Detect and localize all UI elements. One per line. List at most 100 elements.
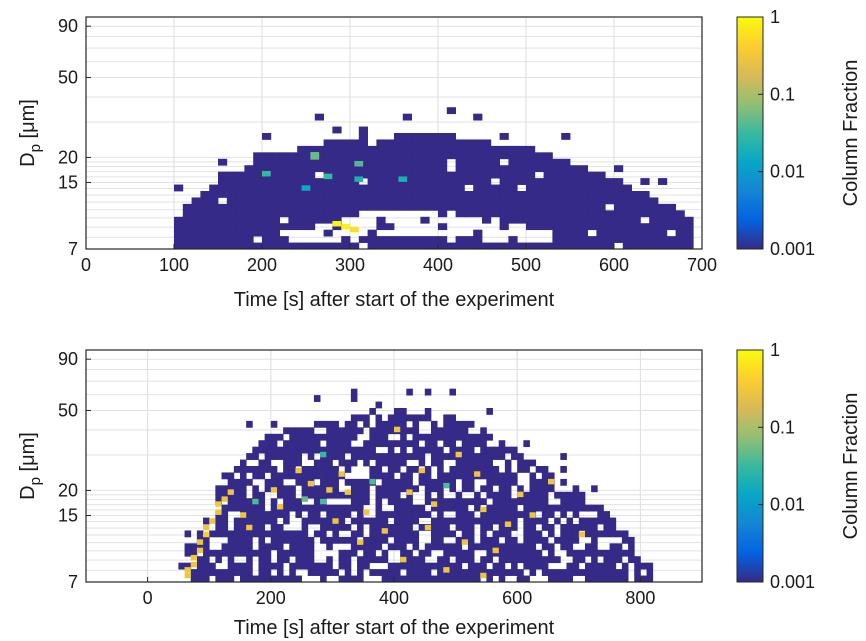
heatmap-cell-bottom [400, 420, 407, 428]
heatmap-cell-top [376, 152, 386, 160]
heatmap-cell-bottom [270, 453, 278, 460]
heatmap-cell-bottom [301, 472, 309, 480]
heatmap-cell-bottom [320, 536, 327, 544]
heatmap-cell-bottom [381, 517, 389, 525]
heatmap-cell-bottom [523, 524, 530, 531]
heatmap-cell-bottom [375, 491, 383, 499]
heatmap-cell-bottom [412, 427, 420, 435]
heatmap-cell-bottom [350, 388, 358, 396]
heatmap-cell-bottom [467, 478, 475, 486]
heatmap-cell-bottom [338, 440, 346, 448]
heatmap-cell-bottom [233, 536, 241, 544]
heatmap-cell-bottom [541, 562, 549, 570]
heatmap-cell-top [605, 216, 615, 224]
heatmap-cell-bottom [289, 466, 296, 473]
heatmap-cell-bottom [227, 569, 235, 576]
heatmap-cell-top [350, 191, 360, 198]
heatmap-cell-bottom [418, 549, 426, 557]
heatmap-cell-top [200, 191, 210, 198]
heatmap-cell-bottom [591, 549, 598, 557]
heatmap-cell-top [394, 171, 404, 179]
heatmap-cell-top [658, 178, 668, 185]
heatmap-cell-top [288, 191, 298, 198]
heatmap-cell-bottom [467, 453, 475, 460]
heatmap-cell-top [499, 223, 509, 231]
heatmap-cell-bottom [535, 478, 543, 486]
heatmap-cell-bottom [437, 427, 444, 435]
heatmap-cell-top [596, 223, 606, 231]
heatmap-cell-bottom [406, 453, 413, 460]
heatmap-cell-bottom [276, 491, 284, 499]
heatmap-cell-top [235, 242, 245, 249]
heatmap-cell-top [649, 229, 659, 237]
heatmap-cell-bottom [634, 562, 641, 570]
heatmap-cell-top [649, 242, 659, 249]
heatmap-cell-bottom [289, 440, 296, 448]
heatmap-cell-top [675, 216, 685, 224]
heatmap-cell-bottom [289, 543, 296, 551]
heatmap-cell-top [332, 139, 342, 147]
heatmap-cell-bottom [467, 498, 475, 506]
heatmap-cell-bottom [301, 478, 309, 486]
heatmap-cell-top [614, 184, 624, 192]
heatmap-cell-bottom [511, 556, 518, 564]
heatmap-cell-top [270, 236, 280, 243]
heatmap-cell-bottom [455, 569, 463, 576]
heatmap-cell-top [429, 242, 439, 249]
heatmap-cell-bottom [424, 569, 432, 576]
heatmap-cell-bottom [584, 543, 592, 551]
heatmap-cell-top [578, 203, 588, 211]
heatmap-cell-top [235, 191, 245, 198]
heatmap-cell-top [649, 223, 659, 231]
heatmap-cell-bottom [369, 569, 376, 576]
heatmap-cell-bottom [394, 414, 401, 422]
heatmap-cell-bottom [252, 466, 259, 473]
heatmap-cell-bottom [529, 524, 537, 531]
heatmap-cell-bottom [313, 446, 321, 454]
heatmap-cell-top [226, 229, 236, 237]
heatmap-cell-bottom [246, 530, 253, 538]
heatmap-cell-top [244, 171, 254, 179]
heatmap-cell-bottom [621, 562, 629, 570]
heatmap-hot-cell-bottom-28 [363, 509, 370, 515]
heatmap-cell-top [455, 203, 465, 211]
heatmap-cell-top [270, 229, 280, 237]
heatmap-cell-bottom [418, 575, 426, 582]
heatmap-cell-top [526, 171, 536, 179]
heatmap-cell-top [429, 184, 439, 192]
heatmap-cell-bottom [418, 562, 426, 570]
heatmap-cell-bottom [486, 408, 493, 415]
heatmap-cell-top [341, 158, 351, 166]
heatmap-cell-bottom [326, 511, 333, 518]
heatmap-cell-bottom [270, 536, 278, 544]
heatmap-cell-top [385, 203, 395, 211]
heatmap-cell-top [200, 236, 210, 243]
heatmap-cell-top [429, 165, 439, 173]
heatmap-cell-bottom [541, 569, 549, 576]
heatmap-cell-top [526, 184, 536, 192]
heatmap-cell-bottom [400, 472, 407, 480]
heatmap-cell-bottom [486, 453, 493, 460]
heatmap-cell-bottom [572, 511, 580, 518]
heatmap-cell-top [323, 197, 333, 205]
heatmap-cell-bottom [461, 427, 469, 435]
heatmap-cell-bottom [258, 524, 266, 531]
heatmap-cell-bottom [517, 498, 524, 506]
heatmap-cell-top [182, 216, 192, 224]
heatmap-hot-cell-bottom-12 [227, 489, 234, 495]
heatmap-cell-top [499, 184, 509, 192]
heatmap-cell-bottom [289, 549, 296, 557]
heatmap-cell-bottom [270, 440, 278, 448]
heatmap-cell-bottom [320, 530, 327, 538]
heatmap-cell-top [253, 171, 263, 179]
heatmap-cell-top [526, 152, 536, 160]
heatmap-hot-cell-bottom-43 [504, 521, 512, 527]
heatmap-cell-bottom [486, 491, 493, 499]
heatmap-cell-bottom [498, 517, 506, 525]
heatmap-cell-bottom [535, 466, 543, 473]
heatmap-cell-bottom [424, 549, 432, 557]
heatmap-cell-bottom [572, 530, 580, 538]
heatmap-cell-bottom [252, 524, 259, 531]
heatmap-cell-bottom [548, 524, 555, 531]
heatmap-cell-bottom [517, 543, 524, 551]
